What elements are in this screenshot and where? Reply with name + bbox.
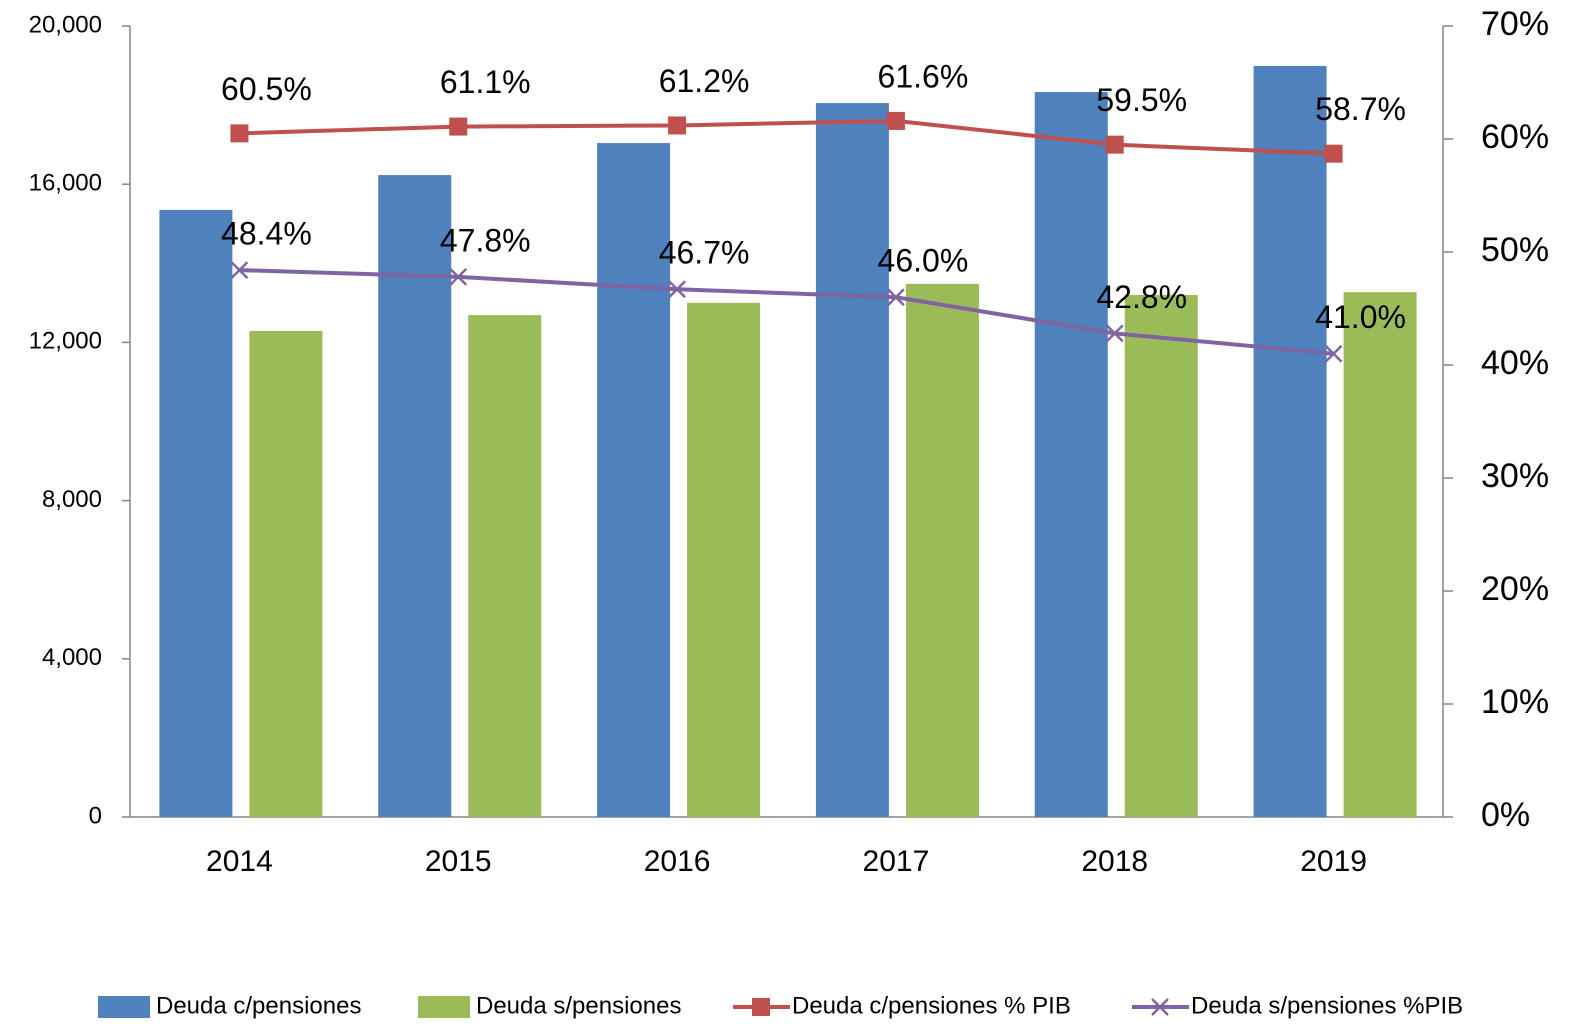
y2-tick-label: 30% [1481,457,1549,495]
y-tick-label: 12,000 [29,328,102,355]
bar [1034,92,1108,817]
line [239,268,1334,356]
y2-tick-label: 40% [1481,344,1549,382]
data-label: 46.0% [878,243,969,279]
data-label: 41.0% [1315,299,1406,335]
marker [886,111,905,130]
y2-tick-label: 70% [1481,5,1549,43]
y2-tick-label: 0% [1481,796,1530,834]
legend-marker [752,998,770,1016]
bar [1343,292,1417,817]
x-tick-label: 2019 [1300,845,1367,878]
y-tick-label: 0 [89,802,102,829]
data-label: 61.1% [440,64,531,100]
data-label: 58.7% [1315,91,1406,127]
x-tick-label: 2015 [425,845,492,878]
bar [1124,294,1198,817]
data-label: 59.5% [1096,82,1187,118]
marker [668,280,686,299]
marker [1324,344,1343,363]
bar [1253,65,1327,818]
bar [378,175,452,817]
y2-tick-label: 60% [1481,118,1549,156]
bar [159,209,233,818]
x-tick-label: 2016 [644,845,711,878]
marker [449,267,468,286]
x-tick-label: 2017 [863,845,930,878]
bar [468,315,542,817]
y2-tick-label: 20% [1481,570,1549,608]
x-tick-label: 2014 [206,845,273,878]
marker [1324,144,1343,163]
data-label: 47.8% [440,222,531,258]
marker [1105,135,1124,154]
y-tick-label: 8,000 [42,486,102,513]
bar [815,103,889,817]
data-label: 61.2% [659,63,750,99]
x-tick-label: 2018 [1081,845,1148,878]
data-label: 48.4% [221,216,312,252]
data-label: 42.8% [1096,279,1187,315]
bar [905,283,979,818]
legend-swatch [418,996,470,1018]
data-label: 61.6% [878,58,969,94]
data-label: 46.7% [659,235,750,271]
legend-label: Deuda c/pensiones [156,992,361,1019]
y-tick-label: 16,000 [29,170,102,197]
legend-label: Deuda s/pensiones %PIB [1191,992,1463,1019]
data-label: 60.5% [221,71,312,107]
marker [668,116,687,135]
y-tick-label: 20,000 [29,11,102,38]
legend-marker [1151,998,1169,1016]
marker [449,117,468,136]
bar [687,302,761,818]
y-tick-label: 4,000 [42,644,102,671]
y2-tick-label: 50% [1481,231,1549,269]
legend-swatch [98,996,150,1018]
bar [249,330,323,817]
marker [887,288,905,307]
bar [597,143,671,817]
legend-label: Deuda s/pensiones [476,992,681,1019]
marker [230,261,249,279]
marker [1105,324,1124,343]
line [239,118,1334,156]
marker [230,124,249,143]
legend-label: Deuda c/pensiones % PIB [792,992,1071,1019]
y2-tick-label: 10% [1481,683,1549,721]
